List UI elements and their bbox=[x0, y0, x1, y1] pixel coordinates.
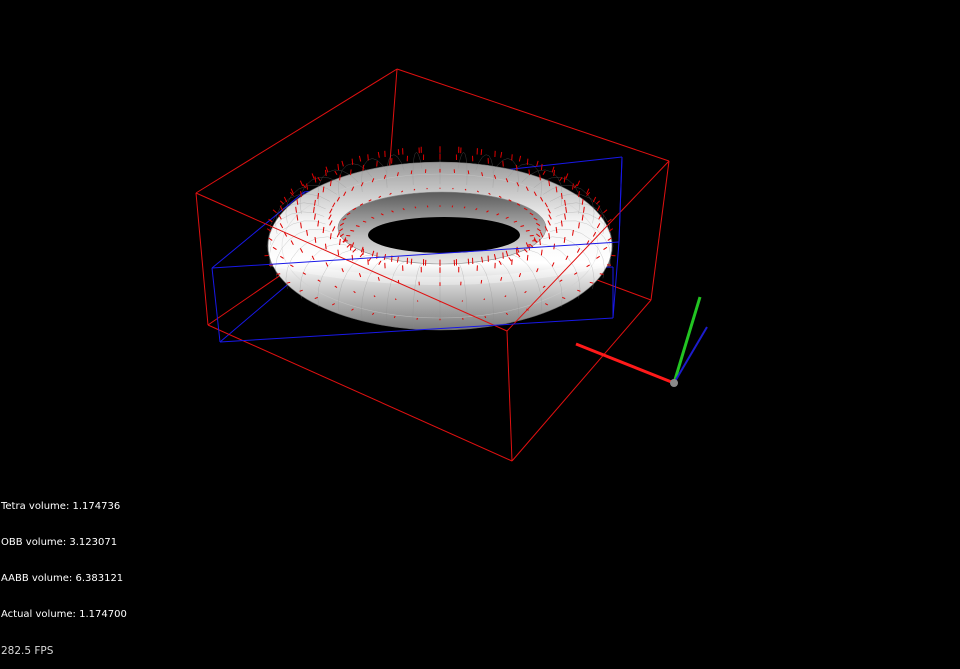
aabb-volume-label: AABB volume: 6.383121 bbox=[1, 573, 127, 585]
surface-normal bbox=[417, 301, 418, 302]
torus-mesh bbox=[265, 146, 616, 330]
surface-normal bbox=[541, 164, 542, 170]
surface-normal bbox=[468, 170, 469, 174]
tetra-volume-label: Tetra volume: 1.174736 bbox=[1, 501, 127, 513]
surface-normal bbox=[315, 177, 316, 183]
surface-normal bbox=[526, 230, 530, 231]
surface-normal bbox=[540, 175, 541, 181]
surface-normal bbox=[338, 164, 339, 170]
surface-normal bbox=[501, 152, 502, 158]
surface-normal bbox=[307, 184, 308, 190]
stats-overlay: Tetra volume: 1.174736 OBB volume: 3.123… bbox=[1, 477, 127, 669]
scene-canvas bbox=[0, 0, 960, 540]
surface-normal bbox=[427, 188, 428, 189]
surface-normal bbox=[579, 191, 580, 197]
surface-normal bbox=[395, 299, 396, 300]
surface-normal bbox=[301, 191, 302, 197]
axis-origin bbox=[670, 379, 678, 387]
surface-normal bbox=[593, 197, 595, 202]
surface-normal bbox=[529, 244, 530, 250]
surface-normal bbox=[609, 229, 613, 232]
surface-normal bbox=[368, 259, 369, 265]
surface-normal bbox=[604, 210, 608, 213]
surface-normal bbox=[267, 229, 271, 232]
surface-normal bbox=[340, 175, 341, 181]
surface-normal bbox=[517, 165, 518, 171]
surface-normal bbox=[512, 154, 513, 160]
surface-normal bbox=[277, 274, 281, 275]
surface-normal bbox=[284, 197, 286, 202]
surface-normal bbox=[352, 255, 353, 261]
actual-volume-label: Actual volume: 1.174700 bbox=[1, 609, 127, 621]
surface-normal bbox=[453, 188, 454, 189]
surface-normal bbox=[577, 181, 579, 186]
surface-normal bbox=[468, 259, 469, 265]
surface-normal bbox=[273, 210, 277, 213]
surface-normal bbox=[527, 159, 528, 165]
surface-normal bbox=[540, 239, 541, 245]
surface-normal bbox=[543, 171, 545, 175]
surface-normal bbox=[564, 177, 565, 183]
surface-normal bbox=[326, 167, 328, 172]
surface-normal bbox=[527, 255, 528, 261]
surface-normal bbox=[335, 171, 337, 175]
surface-normal bbox=[573, 184, 574, 190]
surface-normal bbox=[351, 244, 352, 250]
surface-normal bbox=[427, 206, 428, 208]
surface-normal bbox=[503, 161, 504, 167]
surface-normal bbox=[398, 149, 399, 155]
surface-normal bbox=[481, 149, 482, 155]
surface-normal bbox=[596, 201, 599, 204]
surface-normal bbox=[417, 318, 418, 320]
surface-normal bbox=[484, 299, 485, 300]
surface-normal bbox=[529, 170, 530, 176]
surface-normal bbox=[280, 206, 283, 211]
surface-normal bbox=[503, 253, 504, 259]
surface-normal bbox=[352, 159, 353, 165]
surface-normal bbox=[359, 156, 360, 162]
surface-normal bbox=[368, 154, 369, 160]
surface-normal bbox=[452, 206, 453, 208]
3d-viewport[interactable] bbox=[0, 0, 960, 540]
surface-normal bbox=[350, 230, 354, 231]
surface-normal bbox=[552, 167, 554, 172]
surface-normal bbox=[300, 181, 302, 186]
surface-normal bbox=[554, 170, 555, 176]
obb-volume-label: OBB volume: 3.123071 bbox=[1, 537, 127, 549]
surface-normal bbox=[340, 239, 341, 245]
surface-normal bbox=[600, 274, 604, 275]
surface-normal bbox=[463, 318, 464, 320]
surface-normal bbox=[312, 173, 314, 178]
surface-normal bbox=[378, 152, 379, 158]
surface-normal bbox=[326, 244, 327, 250]
surface-normal bbox=[377, 161, 378, 167]
surface-normal bbox=[338, 250, 339, 256]
surface-normal bbox=[342, 161, 344, 167]
surface-normal bbox=[519, 156, 520, 162]
z-axis-line bbox=[674, 327, 707, 383]
y-axis-line bbox=[674, 297, 700, 383]
surface-normal bbox=[363, 165, 364, 171]
surface-normal bbox=[537, 161, 539, 167]
surface-normal bbox=[351, 170, 352, 176]
surface-normal bbox=[541, 250, 542, 256]
fps-counter: 282.5 FPS bbox=[1, 645, 127, 657]
surface-normal bbox=[462, 301, 463, 302]
surface-normal bbox=[597, 206, 600, 211]
surface-normal bbox=[481, 280, 482, 284]
surface-normal bbox=[517, 249, 518, 255]
surface-normal bbox=[411, 170, 412, 174]
surface-normal bbox=[411, 259, 412, 265]
surface-normal bbox=[280, 201, 283, 204]
surface-normal bbox=[512, 259, 513, 265]
surface-normal bbox=[566, 173, 568, 178]
surface-normal bbox=[326, 170, 327, 176]
x-axis-line bbox=[576, 344, 674, 383]
